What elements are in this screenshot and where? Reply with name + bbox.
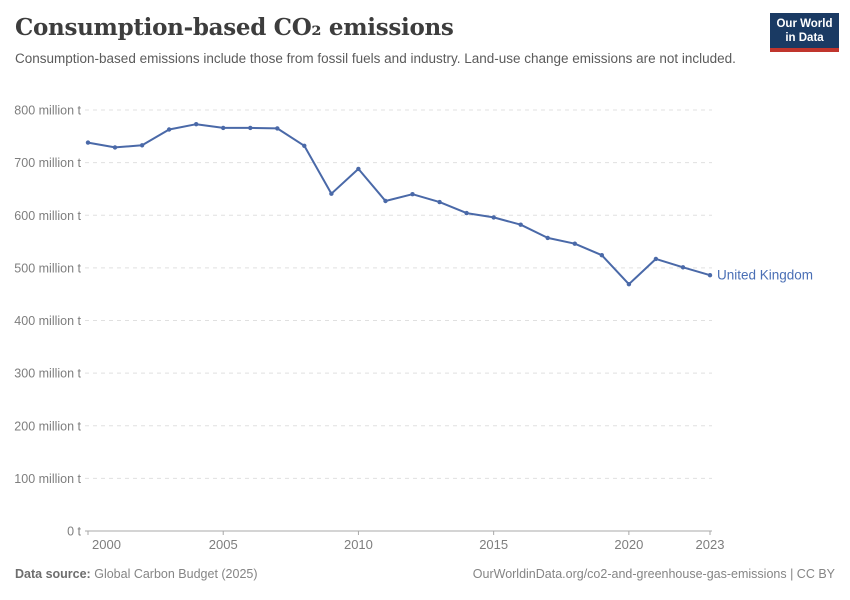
data-point-2014[interactable]: [464, 210, 469, 216]
x-axis-tick-label: 2015: [479, 537, 508, 552]
owid-logo-line2: in Data: [785, 32, 824, 44]
data-point-2010[interactable]: [356, 166, 361, 172]
owid-logo[interactable]: Our World in Data: [770, 13, 839, 52]
data-point-2007[interactable]: [275, 126, 280, 131]
data-point-2013[interactable]: [437, 199, 442, 205]
data-point-2018[interactable]: [572, 241, 577, 246]
line-series-united-kingdom[interactable]: [87, 123, 711, 286]
x-axis-tick-label: 2005: [209, 537, 238, 552]
data-point-2006[interactable]: [248, 125, 253, 131]
data-point-2015[interactable]: [491, 215, 496, 220]
chart-header: Consumption-based CO₂ emissions Consumpt…: [15, 14, 835, 67]
y-axis-tick-label: 800 million t: [14, 104, 81, 118]
y-axis-tick-label: 0 t: [67, 525, 81, 539]
data-point-2008[interactable]: [302, 143, 307, 148]
data-point-2005[interactable]: [221, 125, 226, 131]
chart-subtitle: Consumption-based emissions include thos…: [15, 51, 736, 66]
data-point-2023[interactable]: [707, 273, 713, 278]
data-point-2021[interactable]: [653, 256, 659, 262]
data-point-2004[interactable]: [194, 122, 199, 127]
data-point-2016[interactable]: [518, 222, 523, 227]
data-point-2020[interactable]: [626, 282, 632, 287]
data-point-2009[interactable]: [329, 191, 334, 196]
data-point-2001[interactable]: [112, 145, 118, 150]
data-source: Data source: Global Carbon Budget (2025): [15, 567, 258, 581]
y-axis-tick-label: 200 million t: [14, 419, 81, 433]
chart-footer: Data source: Global Carbon Budget (2025)…: [15, 567, 835, 581]
y-axis-tick-label: 400 million t: [14, 314, 81, 328]
y-axis-tick-label: 100 million t: [14, 472, 81, 486]
series-label-united-kingdom[interactable]: United Kingdom: [717, 268, 813, 283]
data-point-2002[interactable]: [139, 143, 145, 148]
page-title: Consumption-based CO₂ emissions: [15, 14, 454, 41]
y-axis-tick-label: 700 million t: [14, 156, 81, 170]
x-axis-tick-label: 2020: [614, 537, 643, 552]
data-source-value: Global Carbon Budget (2025): [94, 567, 258, 581]
data-point-2019[interactable]: [599, 253, 604, 258]
y-axis-tick-label: 500 million t: [14, 261, 81, 275]
data-point-2000[interactable]: [85, 140, 91, 145]
data-point-2022[interactable]: [680, 265, 686, 270]
data-source-label: Data source:: [15, 567, 91, 581]
data-point-2003[interactable]: [166, 127, 172, 132]
y-axis-tick-label: 600 million t: [14, 209, 81, 223]
data-point-2012[interactable]: [410, 192, 415, 197]
data-point-2017[interactable]: [545, 235, 550, 241]
data-point-2011[interactable]: [383, 198, 388, 204]
x-axis-tick-label: 2023: [696, 537, 725, 552]
owid-logo-line1: Our World: [776, 18, 833, 30]
attribution-link[interactable]: OurWorldinData.org/co2-and-greenhouse-ga…: [472, 567, 835, 581]
x-axis-tick-label: 2010: [344, 537, 373, 552]
y-axis-tick-label: 300 million t: [14, 367, 81, 381]
x-axis-tick-label: 2000: [92, 537, 121, 552]
